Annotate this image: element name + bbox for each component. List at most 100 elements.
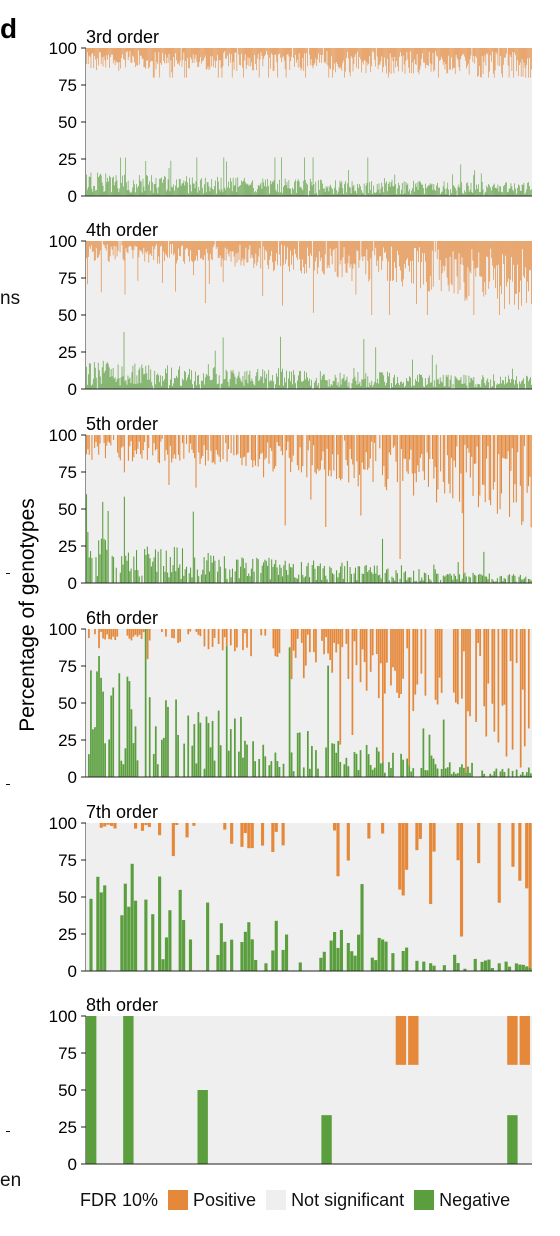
bar-negative (411, 386, 412, 389)
bar-positive (167, 48, 169, 63)
bar-positive (432, 241, 434, 287)
bar-positive (201, 48, 202, 64)
bar-positive (374, 48, 375, 60)
bar-negative (511, 575, 513, 583)
bar-positive (402, 629, 404, 679)
bar-positive (191, 48, 193, 64)
bar-positive (409, 241, 410, 272)
bar-negative (244, 371, 246, 389)
bar-positive (322, 48, 323, 56)
bar-positive (160, 241, 162, 247)
bar-negative (234, 376, 236, 389)
bar-negative (386, 569, 388, 583)
bar-positive (286, 48, 288, 55)
bar-positive (384, 629, 386, 694)
bar-negative (195, 181, 197, 196)
bar-negative (160, 178, 161, 196)
bar-positive (236, 629, 238, 648)
bar-positive (503, 435, 505, 459)
bar-positive (306, 629, 309, 635)
bar-positive (112, 241, 114, 256)
bar-negative (365, 744, 368, 777)
bar-positive (395, 48, 397, 68)
bar-positive (96, 241, 98, 259)
bar-negative (180, 185, 182, 196)
plot-background (86, 48, 532, 196)
bar-negative (140, 181, 142, 196)
bar-positive (127, 241, 129, 254)
bar-negative (427, 574, 429, 583)
bar-negative (298, 574, 300, 583)
bar-negative (294, 577, 296, 583)
bar-negative (101, 182, 103, 196)
bar-negative (286, 570, 288, 583)
bar-negative (243, 177, 245, 196)
bar-negative (305, 180, 306, 196)
bar-positive (382, 48, 384, 73)
bar-positive (289, 241, 290, 272)
bar-positive (211, 435, 213, 463)
bar-negative (315, 377, 317, 389)
bar-negative (210, 380, 212, 389)
bar-negative (524, 383, 525, 389)
bar-positive (362, 241, 364, 262)
bar-negative (440, 192, 442, 196)
bar-negative (330, 384, 332, 389)
bar-positive (258, 241, 260, 257)
bar-positive (421, 241, 423, 254)
bar-negative (185, 372, 186, 389)
bar-negative (475, 384, 477, 389)
bar-negative (383, 192, 384, 196)
bar-negative (181, 183, 183, 196)
bar-negative (483, 377, 485, 389)
bar-positive (500, 241, 501, 286)
bar-positive (320, 241, 322, 258)
bar-negative (501, 191, 502, 196)
bar-positive (529, 48, 530, 59)
bar-positive (155, 48, 157, 70)
bar-negative (127, 375, 129, 389)
bar-positive (242, 629, 244, 651)
bar-positive (296, 241, 297, 258)
bar-positive (471, 241, 473, 250)
bar-positive (99, 823, 103, 828)
bar-negative (409, 376, 410, 389)
bar-positive (252, 435, 254, 468)
bar-positive (153, 435, 155, 444)
bar-negative (86, 174, 87, 196)
bar-negative (86, 366, 87, 389)
bar-negative (194, 188, 196, 196)
bar-positive (367, 435, 369, 471)
bar-negative (442, 374, 444, 389)
bar-negative (287, 188, 289, 196)
bar-negative (111, 555, 113, 583)
bar-negative (418, 569, 420, 583)
bar-negative (190, 191, 192, 196)
bar-negative (284, 178, 286, 196)
bar-positive (460, 241, 462, 265)
bar-positive (215, 435, 217, 451)
bar-negative (271, 559, 273, 583)
bar-positive (407, 48, 409, 60)
bar-negative (165, 550, 167, 583)
bar-negative (496, 384, 498, 389)
bar-negative (128, 379, 130, 389)
bar-negative (176, 547, 178, 583)
bar-negative (155, 384, 157, 389)
bar-negative (290, 381, 291, 389)
bar-negative (164, 571, 166, 583)
bar-positive (288, 241, 289, 267)
bar-negative (494, 380, 496, 389)
bar-negative (233, 186, 235, 196)
bar-negative (521, 381, 522, 389)
bar-negative (492, 386, 494, 389)
bar-negative (92, 378, 94, 389)
bar-negative (347, 766, 350, 777)
bar-positive (113, 435, 115, 441)
bar-negative (363, 339, 365, 389)
bar-positive (315, 629, 317, 663)
bar-negative (373, 185, 374, 196)
bar-negative (504, 184, 505, 196)
bar-positive (271, 48, 273, 55)
bar-positive (519, 435, 521, 486)
